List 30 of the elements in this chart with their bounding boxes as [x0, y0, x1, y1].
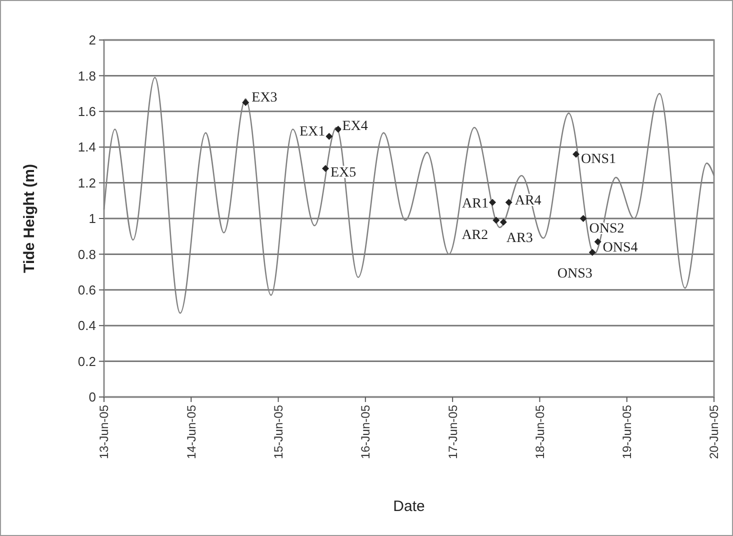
y-tick-label: 1.8: [78, 68, 96, 84]
y-tick-label: 1.4: [78, 140, 96, 155]
y-tick-label: 0.2: [78, 354, 96, 369]
x-axis-title: Date: [393, 498, 425, 515]
y-axis-title: Tide Height (m): [21, 164, 38, 273]
y-tick-label: 1.2: [78, 175, 96, 190]
annotation: ONS3: [557, 266, 592, 282]
x-tick-label: 15-Jun-05: [271, 404, 286, 460]
x-tick-label: 19-Jun-05: [620, 404, 634, 460]
y-tick-label: 2: [88, 32, 96, 48]
annotation: ONS1: [581, 152, 616, 168]
y-tick-label: 0.6: [78, 282, 96, 298]
x-tick-label: 20-Jun-05: [707, 404, 722, 460]
annotation: EX3: [252, 90, 278, 106]
annotation: ONS4: [602, 240, 638, 256]
annotation: EX4: [342, 119, 368, 134]
y-tick-label: 0: [88, 390, 96, 405]
annotation: EX1: [299, 124, 326, 140]
x-tick-label: 16-Jun-05: [358, 404, 373, 460]
x-tick-label: 14-Jun-05: [184, 404, 198, 460]
y-tick-label: 1.6: [78, 104, 96, 119]
x-tick-label: 13-Jun-05: [97, 404, 112, 460]
x-tick-label: 18-Jun-05: [532, 404, 547, 460]
annotation: AR2: [462, 228, 488, 244]
y-tick-label: 0.8: [78, 246, 96, 262]
x-tick-label: 17-Jun-05: [446, 404, 460, 460]
y-tick-label: 0.4: [78, 318, 96, 334]
y-tick-label: 1: [88, 211, 96, 226]
annotation: AR1: [462, 196, 489, 212]
annotation: AR3: [506, 230, 533, 246]
